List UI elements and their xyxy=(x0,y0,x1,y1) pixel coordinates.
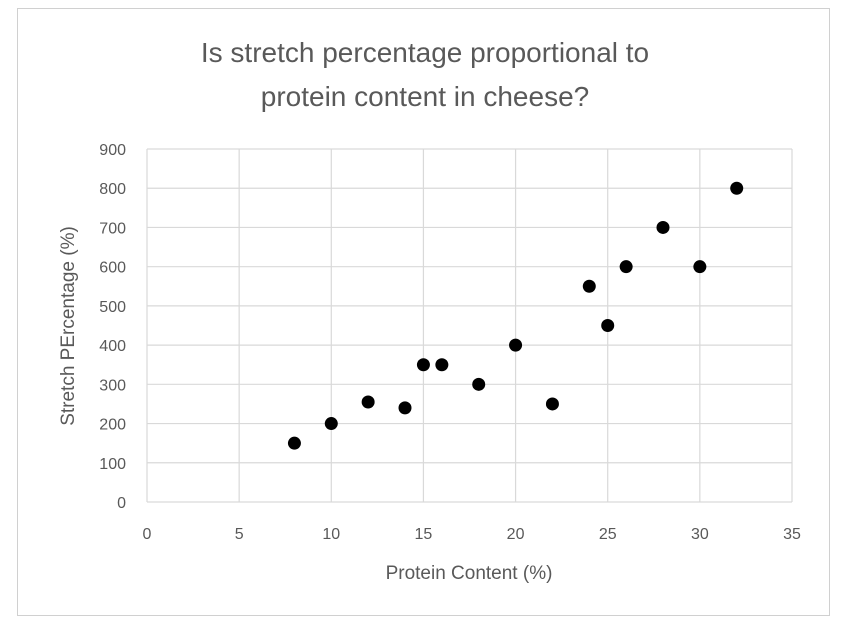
y-tick-label: 800 xyxy=(99,181,126,198)
data-point xyxy=(435,358,449,372)
data-point xyxy=(398,401,412,415)
x-tick-label: 35 xyxy=(783,526,801,543)
x-tick-label: 0 xyxy=(143,526,152,543)
data-point xyxy=(545,397,559,411)
x-tick-label: 25 xyxy=(599,526,617,543)
data-points xyxy=(287,181,744,450)
y-tick-label: 700 xyxy=(99,220,126,237)
data-point xyxy=(582,279,596,293)
y-tick-label: 0 xyxy=(117,495,126,512)
data-point xyxy=(472,377,486,391)
grid-lines xyxy=(146,148,793,503)
chart-title-line-2: protein content in cheese? xyxy=(261,81,589,112)
data-point xyxy=(656,220,670,234)
y-tick-label: 400 xyxy=(99,338,126,355)
x-tick-label: 15 xyxy=(415,526,433,543)
data-point xyxy=(693,260,707,274)
y-tick-label: 300 xyxy=(99,377,126,394)
y-tick-label: 900 xyxy=(99,142,126,159)
data-point xyxy=(416,358,430,372)
data-point xyxy=(601,319,615,332)
x-tick-label: 5 xyxy=(235,526,244,543)
y-tick-label: 600 xyxy=(99,260,126,277)
x-tick-label: 10 xyxy=(322,526,340,543)
data-point xyxy=(509,338,523,352)
data-point xyxy=(619,260,633,274)
x-tick-label: 20 xyxy=(507,526,525,543)
chart-title-line-1: Is stretch percentage proportional to xyxy=(201,37,649,68)
x-tick-labels: 0 5 10 15 20 25 30 35 xyxy=(143,526,801,543)
data-point xyxy=(324,417,338,431)
y-tick-label: 200 xyxy=(99,417,126,434)
data-point xyxy=(287,436,301,450)
y-tick-label: 500 xyxy=(99,299,126,316)
y-tick-labels: 0 100 200 300 400 500 600 700 800 900 xyxy=(99,142,126,512)
y-axis-label: Stretch PErcentage (%) xyxy=(58,226,79,426)
data-point xyxy=(730,181,744,195)
x-tick-label: 30 xyxy=(691,526,709,543)
data-point xyxy=(361,395,375,409)
x-axis-label: Protein Content (%) xyxy=(386,563,553,584)
y-tick-label: 100 xyxy=(99,456,126,473)
